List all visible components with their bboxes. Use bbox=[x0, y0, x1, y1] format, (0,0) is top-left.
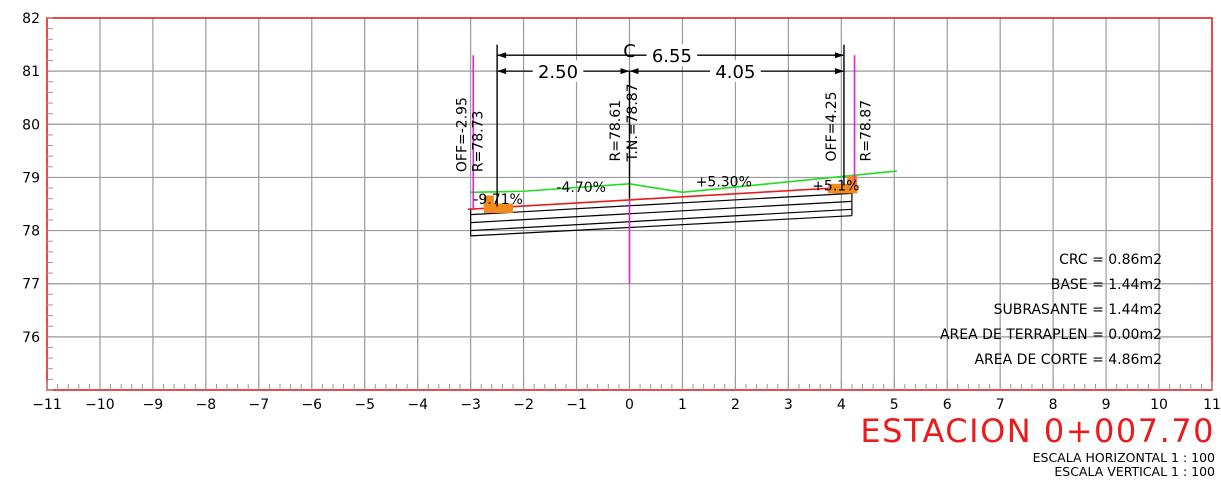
left-elevation-label: R=78.73 bbox=[470, 111, 486, 173]
curb-post bbox=[847, 175, 858, 194]
y-tick-label: 77 bbox=[22, 277, 40, 293]
pavement-layer-line bbox=[470, 215, 852, 237]
dimension-label-bg bbox=[710, 60, 761, 82]
x-tick-label: −1 bbox=[566, 397, 587, 413]
area-entry-0: CRC = 0.86m2 bbox=[1059, 252, 1162, 268]
dimension-arrow bbox=[497, 52, 507, 59]
right-offset-label: OFF=4.25 bbox=[824, 91, 840, 161]
y-tick-label: 81 bbox=[22, 64, 40, 80]
section-geometry bbox=[467, 44, 897, 284]
area-entry-4: AREA DE CORTE = 4.86m2 bbox=[974, 352, 1162, 368]
y-tick-label: 78 bbox=[22, 224, 40, 240]
x-tick-label: 8 bbox=[1049, 397, 1058, 413]
y-tick-label: 82 bbox=[22, 11, 40, 27]
dimension-label-bg bbox=[646, 44, 698, 66]
pavement-layer-line bbox=[470, 192, 852, 216]
x-tick-label: 1 bbox=[678, 397, 687, 413]
x-tick-label: 6 bbox=[943, 397, 952, 413]
dimension-label-bg bbox=[532, 60, 584, 82]
right-elevation-label: R=78.87 bbox=[858, 100, 874, 162]
y-tick-label: 79 bbox=[22, 170, 40, 186]
x-tick-label: −9 bbox=[143, 397, 164, 413]
horizontal-scale: ESCALA HORIZONTAL 1 : 100 bbox=[1032, 450, 1215, 465]
x-tick-label: −4 bbox=[407, 397, 428, 413]
x-tick-label: −3 bbox=[460, 397, 481, 413]
left-width-label: 2.50 bbox=[538, 62, 578, 83]
x-tick-label: −5 bbox=[354, 397, 375, 413]
pavement-layer-line bbox=[470, 208, 852, 232]
x-tick-label: 4 bbox=[837, 397, 846, 413]
axis-ticks bbox=[46, 17, 1213, 391]
left-curb bbox=[483, 203, 513, 214]
x-tick-label: 7 bbox=[996, 397, 1005, 413]
centerline-symbol: C bbox=[623, 41, 636, 62]
natural-terrain-label: T.N.=78.87 bbox=[625, 83, 641, 162]
dimension-arrow bbox=[834, 52, 844, 59]
dimension-arrow bbox=[497, 68, 507, 75]
slope-left-shoulder-label: -9.71% bbox=[473, 192, 523, 208]
x-tick-label: 10 bbox=[1150, 397, 1168, 413]
x-tick-label: −10 bbox=[85, 397, 115, 413]
area-entry-2: SUBRASANTE = 1.44m2 bbox=[994, 302, 1162, 318]
x-tick-label: −2 bbox=[513, 397, 534, 413]
right-curb bbox=[828, 183, 858, 194]
x-tick-label: −11 bbox=[32, 397, 62, 413]
x-tick-label: 2 bbox=[731, 397, 740, 413]
curb-post bbox=[483, 195, 494, 214]
x-tick-label: −7 bbox=[248, 397, 269, 413]
station-title: ESTACION 0+007.70 bbox=[860, 412, 1215, 450]
left-offset-label: OFF=-2.95 bbox=[454, 97, 470, 172]
subgrade-line bbox=[467, 186, 852, 211]
x-tick-label: 3 bbox=[784, 397, 793, 413]
slope-left-label: -4.70% bbox=[556, 180, 606, 196]
center-elevation-label: R=78.61 bbox=[608, 100, 624, 162]
x-tick-label: 0 bbox=[625, 397, 634, 413]
y-tick-label: 76 bbox=[22, 330, 40, 346]
vertical-scale: ESCALA VERTICAL 1 : 100 bbox=[1054, 464, 1215, 479]
x-tick-label: −8 bbox=[196, 397, 217, 413]
dimension-arrow bbox=[834, 68, 844, 75]
right-width-label: 4.05 bbox=[715, 62, 755, 83]
slope-right-shoulder-label: +5.1% bbox=[812, 179, 859, 195]
pavement-layer-line bbox=[470, 200, 852, 224]
dimension-arrow bbox=[629, 68, 639, 75]
area-entry-1: BASE = 1.44m2 bbox=[1051, 277, 1162, 293]
area-entry-3: AREA DE TERRAPLEN = 0.00m2 bbox=[940, 327, 1162, 343]
slope-right-label: +5.30% bbox=[696, 174, 752, 190]
dimension-arrow bbox=[620, 68, 630, 75]
y-tick-label: 80 bbox=[22, 117, 40, 133]
x-tick-label: 9 bbox=[1102, 397, 1111, 413]
total-width-label: 6.55 bbox=[652, 46, 692, 67]
annotation-text: −11 −10 −9 −8 −7 −6 −5 −4 −3 −2 −1 0 1 2 3 4 5 6 7 8 9 10 1182… bbox=[22, 11, 1221, 413]
x-tick-label: −6 bbox=[301, 397, 322, 413]
x-tick-label: 5 bbox=[890, 397, 899, 413]
x-tick-label: 11 bbox=[1203, 397, 1221, 413]
